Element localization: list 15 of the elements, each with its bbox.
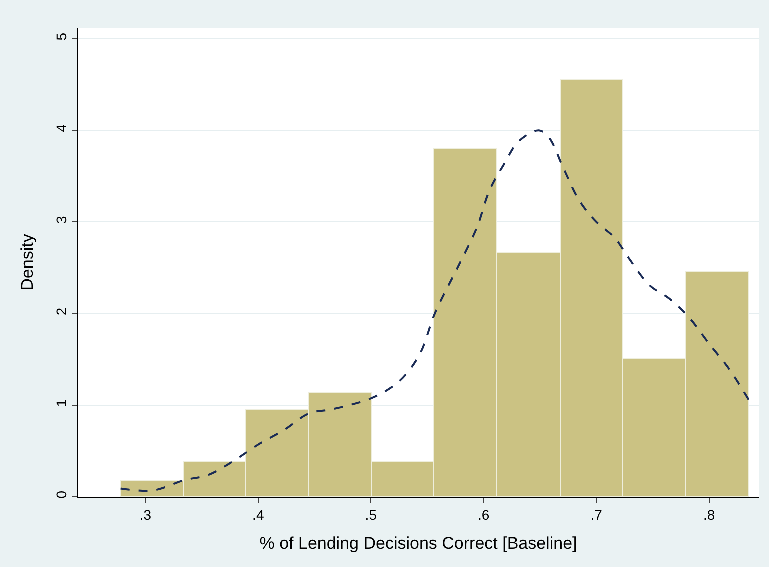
x-tick-label: .4 (252, 506, 264, 523)
x-axis-title: % of Lending Decisions Correct [Baseline] (260, 534, 578, 554)
line-series (120, 130, 750, 492)
x-tick-label: .7 (590, 506, 603, 523)
x-tick-label: .6 (478, 506, 490, 523)
y-tick-label: 5 (53, 32, 70, 41)
y-axis-title: Density (18, 234, 37, 291)
y-tick-label: 2 (53, 308, 70, 316)
y-tick-label: 4 (53, 124, 70, 132)
x-tick-label: .5 (365, 506, 378, 523)
x-tick-label: .3 (140, 506, 152, 523)
y-tick-label: 0 (53, 490, 70, 499)
y-tick-label: 1 (53, 399, 70, 408)
y-tick-label: 3 (53, 216, 70, 224)
x-tick-label: .8 (704, 506, 716, 523)
